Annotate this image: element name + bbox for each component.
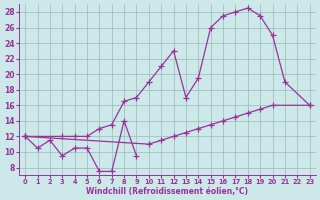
X-axis label: Windchill (Refroidissement éolien,°C): Windchill (Refroidissement éolien,°C) <box>86 187 248 196</box>
